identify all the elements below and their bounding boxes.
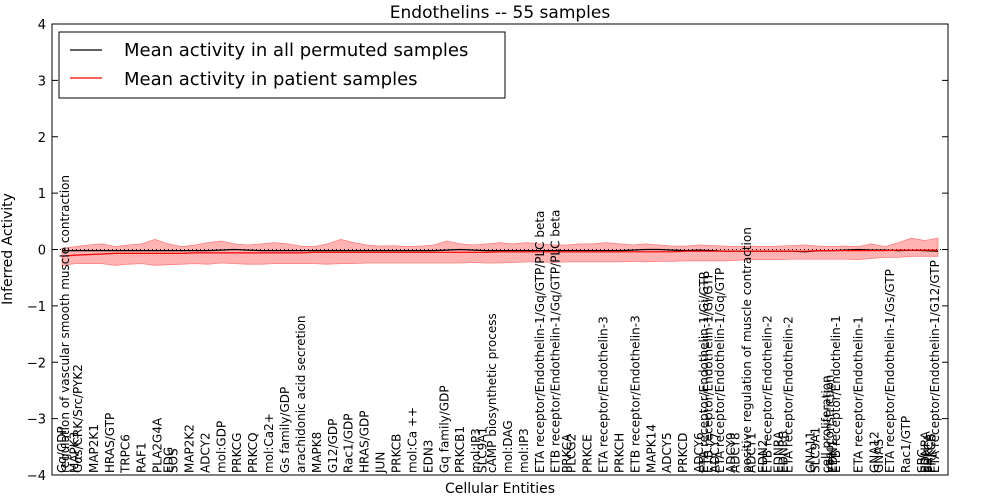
entity-label: EDN1 bbox=[826, 440, 840, 473]
entity-label: ADCY8 bbox=[729, 432, 743, 473]
legend-label-patient: Mean activity in patient samples bbox=[124, 69, 418, 90]
entity-label: GNAS bbox=[872, 439, 886, 473]
entity-label: PRKCA bbox=[921, 433, 935, 473]
entity-label: ADCY6 bbox=[692, 432, 706, 473]
entity-label: RAF1 bbox=[135, 442, 149, 473]
entity-label: ETA receptor/Endothelin-1/Gs/GTP bbox=[883, 269, 897, 473]
entity-label: ADCY1 bbox=[745, 432, 759, 473]
entity-label: EDN2 bbox=[756, 440, 770, 473]
y-tick-label: −1 bbox=[27, 300, 46, 315]
legend-box bbox=[58, 31, 506, 99]
entity-label: ETA receptor/Endothelin-2 bbox=[781, 316, 795, 473]
entity-label: SLC9A1 bbox=[476, 427, 490, 473]
entity-label: ETB receptor/Endothelin-1/Gi/GTP bbox=[702, 271, 716, 473]
entity-label: cAMP biosynthetic process bbox=[485, 313, 499, 473]
entity-label: mol:IP3 bbox=[517, 428, 531, 473]
entity-label: Gs family/GDP bbox=[278, 387, 292, 473]
y-tick-label: −4 bbox=[27, 469, 46, 484]
y-tick-label: 3 bbox=[38, 74, 46, 89]
entity-label: Gαs/CRK/Src/PYK2 bbox=[71, 364, 85, 473]
entity-label: ADCY7 bbox=[708, 432, 722, 473]
entity-label: TRPC6 bbox=[119, 434, 133, 474]
entity-label: G12/GDP bbox=[326, 419, 340, 473]
entity-label: ETB receptor/Endothelin-3 bbox=[628, 315, 642, 473]
entity-label: mol:IP3 bbox=[469, 428, 483, 473]
entity-label: PRKCB bbox=[390, 434, 404, 473]
entity-label: PRKCG bbox=[230, 433, 244, 473]
chart-title: Endothelins -- 55 samples bbox=[390, 3, 611, 23]
entity-label: arachidonic acid secretion bbox=[294, 316, 308, 473]
entity-label: mol:DAG bbox=[501, 420, 515, 473]
entity-label: Rac1/GTP bbox=[899, 416, 913, 473]
entity-label: positive regulation of muscle contractio… bbox=[740, 227, 754, 473]
entity-label: PLCG2 bbox=[565, 434, 579, 473]
entity-label: SLC9A1 bbox=[808, 427, 822, 473]
entity-label: ETA receptor/Endothelin-1/Gq/GTP bbox=[713, 268, 727, 473]
y-tick-label: −3 bbox=[27, 413, 46, 428]
entity-label: ETB receptor/Endothelin-1 bbox=[829, 315, 843, 473]
entity-label: ETA receptor/Endothelin-1/G12/GTP bbox=[928, 260, 942, 473]
patient-mean-line bbox=[61, 249, 938, 257]
entity-label: MAP2K2 bbox=[182, 424, 196, 473]
entity-label: ETA receptor/Endothelin-3 bbox=[597, 316, 611, 473]
legend-label-permuted: Mean activity in all permuted samples bbox=[124, 40, 468, 61]
series-lines bbox=[52, 248, 948, 257]
entity-label: PRKCD bbox=[676, 433, 690, 473]
entity-label: PRKCB bbox=[925, 434, 939, 473]
entity-label: SRC bbox=[915, 449, 929, 473]
entity-label: PRKCA bbox=[560, 433, 574, 473]
entity-label: ADCY9 bbox=[724, 432, 738, 473]
y-tick-label: −2 bbox=[27, 356, 46, 371]
entity-label: PRKCE bbox=[581, 434, 595, 473]
y-tick-label: 4 bbox=[38, 18, 46, 33]
entity-label: MAPK8 bbox=[310, 432, 324, 473]
entity-label: MAPK14 bbox=[644, 424, 658, 473]
entity-label: GNA11 bbox=[804, 431, 818, 473]
entity-label: EDNRA bbox=[918, 430, 932, 473]
y-axis-title: Inferred Activity bbox=[0, 193, 16, 305]
entity-label: HRAS/GTP bbox=[103, 413, 117, 473]
entity-label: vasoconstriction bbox=[823, 375, 837, 473]
entity-label: HRAS/GDP bbox=[358, 410, 372, 473]
entity-label: MAP2K1 bbox=[87, 424, 101, 473]
entity-label: mol:Ca2+ bbox=[262, 413, 276, 473]
entity-label: Gq/GDP bbox=[55, 426, 69, 473]
entity-label: ETB receptor/Endothelin-1/Gq/GTP/PLC bet… bbox=[549, 210, 563, 473]
entity-label: EDNRA bbox=[772, 430, 786, 473]
x-axis-title: Cellular Entities bbox=[445, 481, 555, 497]
entity-label: regulation of vascular smooth muscle con… bbox=[58, 175, 72, 473]
y-tick-label: 1 bbox=[38, 187, 46, 202]
y-tick-label: 0 bbox=[38, 244, 46, 259]
entity-label: MAPK3 bbox=[68, 432, 82, 473]
entity-label: PRKCQ bbox=[246, 432, 260, 473]
entity-label: PLA2G4A bbox=[151, 417, 165, 473]
entity-label: ETA receptor/Endothelin-1/Gq/GTP/PLC bet… bbox=[533, 211, 547, 473]
entity-label: Rac1/GDP bbox=[342, 414, 356, 473]
entity-label: ETB receptor/Endothelin-2 bbox=[761, 315, 775, 473]
entity-label: cell proliferation bbox=[820, 375, 834, 473]
entity-label: mol:Ca ++ bbox=[405, 407, 419, 473]
entity-label: ADCY2 bbox=[198, 432, 212, 473]
entity-label: GNA12 bbox=[867, 431, 881, 473]
entity-label: PRKCH bbox=[613, 433, 627, 473]
entity-label: ADCY5 bbox=[660, 432, 674, 473]
entity-label: SOS bbox=[167, 448, 181, 473]
entity-label: ETA receptor/Endothelin-1/Gi/GTP bbox=[697, 272, 711, 473]
entity-label: Gq family/GDP bbox=[437, 385, 451, 473]
entity-label: EDNRB bbox=[777, 431, 791, 473]
entity-label: mol:GDP bbox=[214, 421, 228, 473]
entity-label: ETA receptor/Endothelin-1 bbox=[851, 316, 865, 473]
entity-label: EDG bbox=[162, 447, 176, 473]
y-tick-label: 2 bbox=[38, 131, 46, 146]
y-axis-ticks: −4 −3 −2 −1 0 1 2 3 4 bbox=[27, 18, 948, 484]
entity-label: EDN3 bbox=[421, 440, 435, 473]
entity-label: PRKCB1 bbox=[453, 426, 467, 473]
legend: Mean activity in all permuted samples Me… bbox=[58, 31, 506, 99]
entity-label: JUN bbox=[374, 452, 388, 474]
